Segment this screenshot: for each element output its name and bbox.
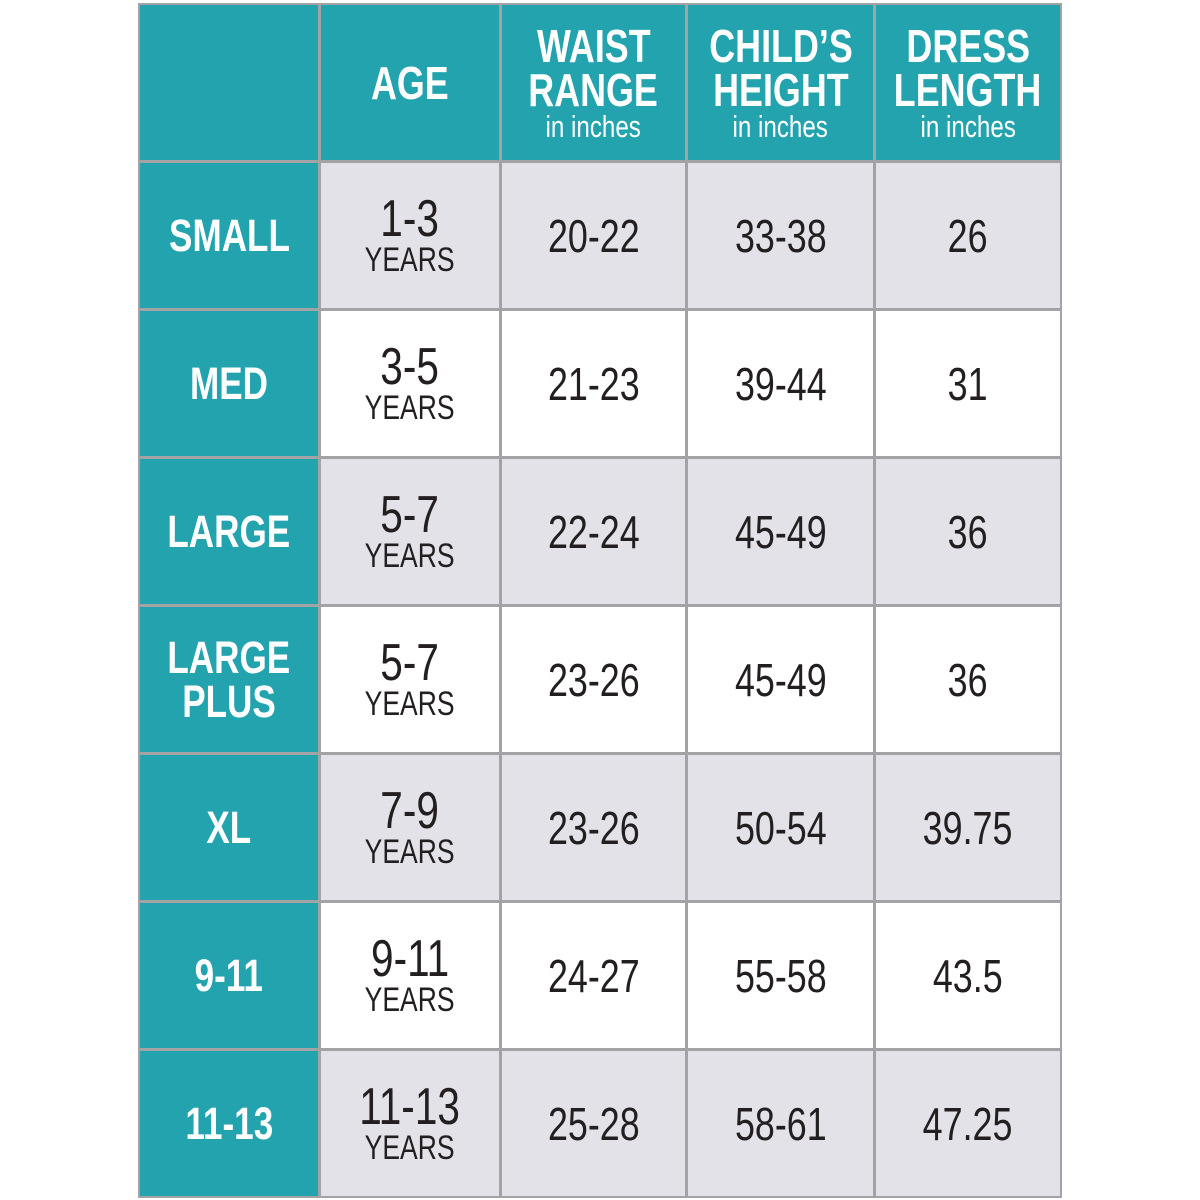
waist-cell: 25-28	[502, 1051, 685, 1196]
height-cell: 45-49	[688, 459, 873, 604]
waist-value: 23-26	[547, 801, 640, 854]
age-range: 5-7	[380, 633, 440, 692]
age-cell: 7-9 YEARS	[321, 755, 499, 900]
size-label: 11-13	[185, 1097, 273, 1149]
header-subtitle: in inches	[545, 108, 642, 144]
age-unit: YEARS	[365, 684, 455, 723]
header-subtitle: in inches	[920, 108, 1016, 144]
height-cell: 50-54	[688, 755, 873, 900]
height-value: 39-44	[734, 357, 827, 410]
header-cell: AGE	[321, 5, 499, 160]
age-unit: YEARS	[365, 980, 455, 1019]
age-unit: YEARS	[365, 1128, 455, 1167]
age-range: 7-9	[380, 781, 440, 840]
age-cell: 9-11 YEARS	[321, 903, 499, 1048]
header-cell: WAIST RANGE in inches	[502, 5, 685, 160]
size-label: MED	[190, 357, 268, 409]
length-value: 43.5	[933, 949, 1003, 1002]
age-cell: 11-13 YEARS	[321, 1051, 499, 1196]
length-cell: 36	[876, 607, 1060, 752]
waist-cell: 23-26	[502, 607, 685, 752]
size-label: SMALL	[168, 209, 290, 261]
height-value: 45-49	[734, 505, 827, 558]
height-cell: 58-61	[688, 1051, 873, 1196]
size-label: PLUS	[182, 675, 276, 727]
size-cell: MED	[140, 311, 318, 456]
age-range: 3-5	[380, 337, 440, 396]
waist-cell: 21-23	[502, 311, 685, 456]
length-cell: 39.75	[876, 755, 1060, 900]
length-cell: 31	[876, 311, 1060, 456]
header-cell: CHILD’S HEIGHT in inches	[688, 5, 873, 160]
size-label: 9-11	[194, 949, 264, 1001]
height-cell: 55-58	[688, 903, 873, 1048]
age-cell: 5-7 YEARS	[321, 459, 499, 604]
length-cell: 36	[876, 459, 1060, 604]
age-unit: YEARS	[365, 832, 455, 871]
header-title: HEIGHT	[712, 63, 849, 116]
length-value: 39.75	[923, 801, 1013, 854]
age-unit: YEARS	[365, 240, 455, 279]
header-title: AGE	[371, 56, 449, 109]
length-cell: 26	[876, 163, 1060, 308]
waist-cell: 22-24	[502, 459, 685, 604]
header-title: DRESS	[906, 19, 1030, 72]
header-subtitle: in inches	[732, 108, 829, 144]
age-unit: YEARS	[365, 388, 455, 427]
height-value: 50-54	[734, 801, 827, 854]
size-cell: XL	[140, 755, 318, 900]
height-value: 33-38	[734, 209, 827, 262]
header-title: CHILD’S	[708, 19, 853, 72]
height-cell: 45-49	[688, 607, 873, 752]
waist-value: 22-24	[547, 505, 640, 558]
length-value: 26	[948, 209, 988, 262]
waist-cell: 20-22	[502, 163, 685, 308]
age-unit: YEARS	[365, 536, 455, 575]
size-cell: SMALL	[140, 163, 318, 308]
corner-cell	[140, 5, 318, 160]
height-value: 45-49	[734, 653, 827, 706]
waist-cell: 24-27	[502, 903, 685, 1048]
size-label: XL	[206, 801, 252, 853]
waist-value: 24-27	[547, 949, 640, 1002]
size-label: LARGE	[167, 505, 291, 557]
height-cell: 33-38	[688, 163, 873, 308]
age-cell: 5-7 YEARS	[321, 607, 499, 752]
size-cell: 11-13	[140, 1051, 318, 1196]
length-value: 31	[948, 357, 988, 410]
length-value: 36	[948, 505, 988, 558]
waist-value: 23-26	[547, 653, 640, 706]
header-cell: DRESS LENGTH in inches	[876, 5, 1060, 160]
size-label: LARGE	[167, 631, 291, 683]
height-cell: 39-44	[688, 311, 873, 456]
header-title: WAIST	[536, 19, 651, 72]
size-cell: LARGE PLUS	[140, 607, 318, 752]
waist-value: 20-22	[547, 209, 640, 262]
age-cell: 1-3 YEARS	[321, 163, 499, 308]
size-cell: LARGE	[140, 459, 318, 604]
waist-value: 21-23	[547, 357, 640, 410]
size-chart: AGE WAIST RANGE in inches CHILD’S HEIGHT in in…	[138, 3, 1062, 1198]
header-title: LENGTH	[894, 63, 1042, 116]
length-value: 36	[948, 653, 988, 706]
age-range: 1-3	[380, 189, 440, 248]
header-title: RANGE	[528, 63, 659, 116]
length-cell: 47.25	[876, 1051, 1060, 1196]
length-value: 47.25	[923, 1097, 1013, 1150]
size-cell: 9-11	[140, 903, 318, 1048]
waist-value: 25-28	[547, 1097, 640, 1150]
height-value: 58-61	[734, 1097, 827, 1150]
age-range: 11-13	[359, 1077, 461, 1136]
age-cell: 3-5 YEARS	[321, 311, 499, 456]
age-range: 9-11	[370, 929, 450, 988]
waist-cell: 23-26	[502, 755, 685, 900]
length-cell: 43.5	[876, 903, 1060, 1048]
age-range: 5-7	[380, 485, 440, 544]
height-value: 55-58	[734, 949, 827, 1002]
